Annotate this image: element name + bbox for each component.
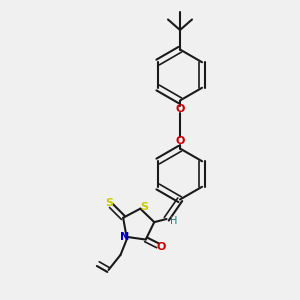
Text: S: S (140, 202, 148, 212)
Text: H: H (170, 215, 178, 226)
Text: O: O (175, 104, 185, 115)
Text: S: S (105, 198, 113, 208)
Text: O: O (175, 136, 185, 146)
Text: O: O (157, 242, 166, 252)
Text: N: N (120, 232, 130, 242)
